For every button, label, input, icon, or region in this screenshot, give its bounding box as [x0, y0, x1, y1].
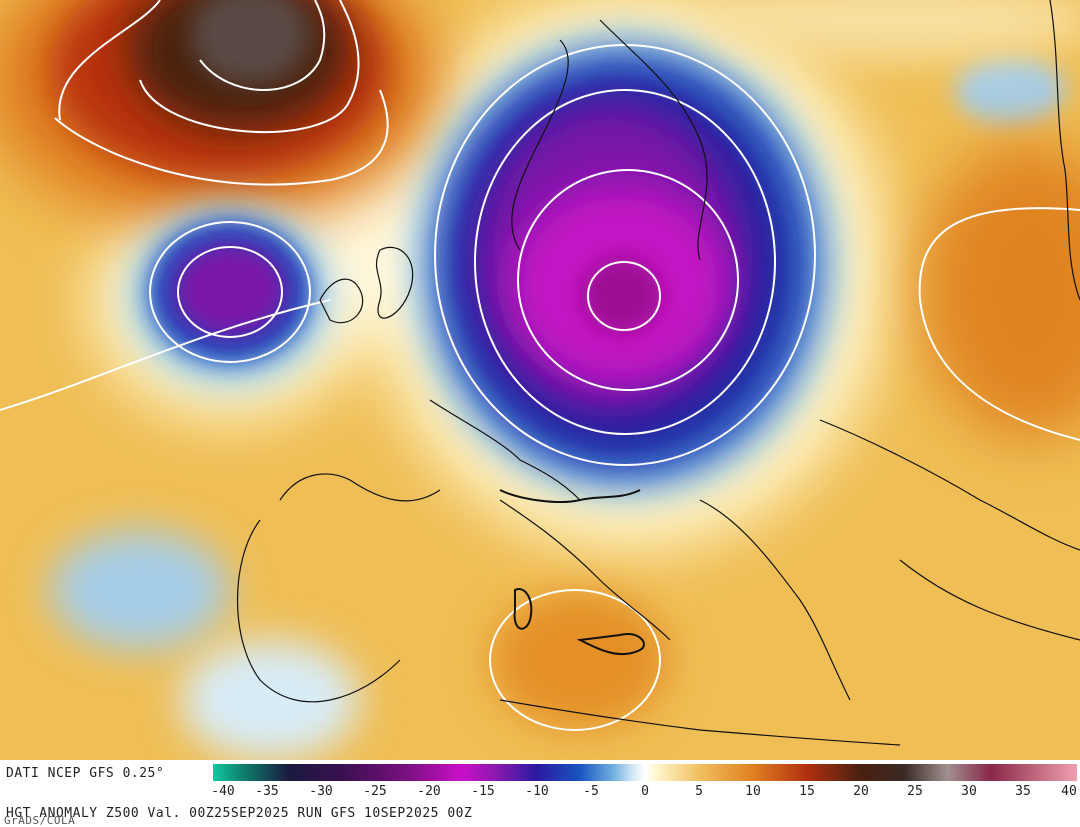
- colorbar-tick-label: -15: [471, 784, 495, 799]
- colorbar-tick-label: -30: [309, 784, 333, 799]
- colorbar-tick-label: -25: [363, 784, 387, 799]
- colorbar-tick-label: -20: [417, 784, 441, 799]
- map-caption: HGT ANOMALY Z500 Val. 00Z25SEP2025 RUN G…: [6, 806, 473, 821]
- anomaly-contours: [0, 0, 1080, 731]
- colorbar: [213, 764, 1077, 781]
- colorbar-tick-label: 30: [961, 784, 977, 799]
- colorbar-tick-label: 0: [641, 784, 649, 799]
- colorbar-tick-label: 25: [907, 784, 923, 799]
- credit-label: GrADS/COLA: [4, 814, 76, 827]
- coastlines: [236, 0, 1080, 746]
- colorbar-tick-label: 10: [745, 784, 761, 799]
- colorbar-tick-label: 35: [1015, 784, 1031, 799]
- source-label: DATI NCEP GFS 0.25°: [6, 766, 165, 781]
- colorbar-tick-label: 40: [1061, 784, 1077, 799]
- colorbar-tick-label: -35: [255, 784, 279, 799]
- colorbar-tick-label: -10: [525, 784, 549, 799]
- colorbar-tick-label: 5: [695, 784, 703, 799]
- colorbar-tick-label: 15: [799, 784, 815, 799]
- colorbar-ticks: -40 -35 -30 -25 -20 -15 -10 -5 0 5 10 15 20 25 30 35 40: [0, 784, 1080, 800]
- map-footer: DATI NCEP GFS 0.25° -40 -35 -30 -25 -20 -15 -1…: [0, 760, 1080, 827]
- colorbar-tick-label: -5: [583, 784, 599, 799]
- geopotential-anomaly-map: [0, 0, 1080, 760]
- colorbar-tick-label: -40: [211, 784, 235, 799]
- anomaly-shading: [0, 0, 1080, 760]
- colorbar-tick-label: 20: [853, 784, 869, 799]
